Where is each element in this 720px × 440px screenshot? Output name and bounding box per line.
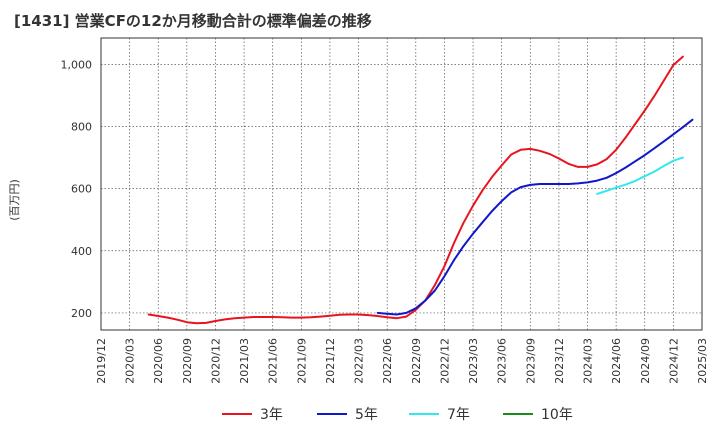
series-line-7年 [596,156,684,195]
series-line-5年 [376,118,694,316]
x-axis-tick-labels: 2019/12 2020/03 2020/06 2020/09 2020/12 2021/… [95,338,709,384]
y-tick-label: 1,000 [61,58,93,71]
chart-title: [1431] 営業CFの12か月移動合計の標準偏差の推移 [14,12,372,30]
x-tick-label: 2021/03 [238,338,251,384]
x-tick-label: 2020/06 [152,338,165,384]
legend-label: 5年 [355,407,378,423]
x-tick-label: 2024/06 [610,338,623,384]
y-tick-label: 200 [71,307,92,320]
x-tick-label: 2023/06 [496,338,509,384]
legend-label: 3年 [260,407,283,423]
x-tick-label: 2022/09 [410,338,423,384]
grid-lines [100,38,703,330]
x-tick-label: 2020/12 [209,338,222,384]
series-lines [147,55,694,325]
x-tick-label: 2021/09 [295,338,308,384]
plot-area-frame [100,37,703,331]
series-line-3年 [147,55,684,325]
x-tick-label: 2022/06 [381,338,394,384]
legend-label: 10年 [541,407,573,423]
x-tick-label: 2021/06 [267,338,280,384]
x-tick-label: 2023/03 [467,338,480,384]
y-tick-label: 400 [71,245,92,258]
x-tick-label: 2024/03 [582,338,595,384]
x-tick-label: 2020/03 [124,338,137,384]
y-axis-title: (百万円) [8,179,21,221]
x-tick-label: 2021/12 [324,338,337,384]
x-tick-label: 2022/12 [438,338,451,384]
x-tick-label: 2023/12 [553,338,566,384]
x-tick-label: 2023/09 [524,338,537,384]
x-tick-label: 2024/12 [667,338,680,384]
y-tick-label: 600 [71,183,92,196]
x-tick-label: 2025/03 [696,338,709,384]
legend-label: 7年 [447,407,470,423]
legend: 3年 5年 7年 10年 [222,407,573,423]
y-tick-label: 800 [71,121,92,134]
x-tick-label: 2020/09 [181,338,194,384]
x-tick-label: 2019/12 [95,338,108,384]
x-tick-label: 2024/09 [639,338,652,384]
y-axis-tick-labels: 200 400 600 800 1,000 [61,58,93,320]
x-tick-label: 2022/03 [353,338,366,384]
